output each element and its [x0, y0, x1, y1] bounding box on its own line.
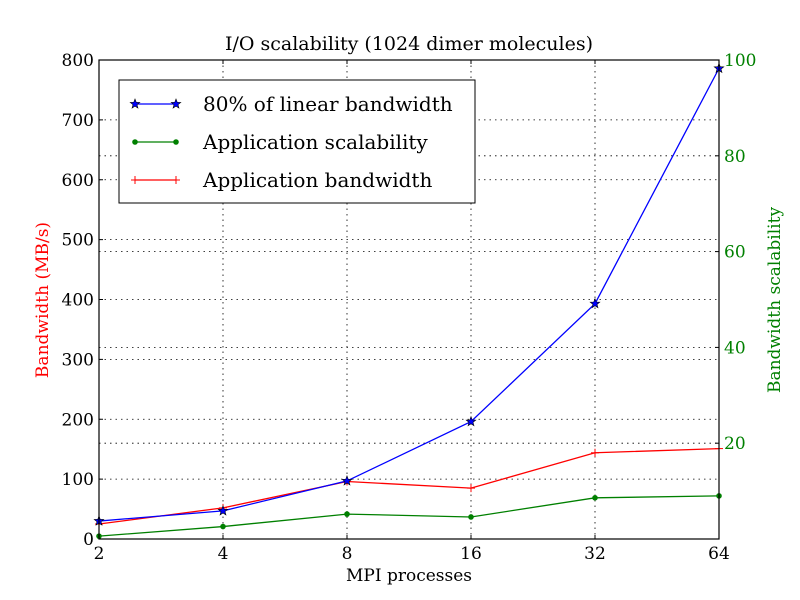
y-tick-label: 400: [62, 291, 94, 311]
series-line: [98, 447, 720, 525]
data-point: [465, 415, 477, 427]
x-tick-label: 32: [584, 544, 606, 564]
legend-marker: [170, 98, 182, 109]
y2-tick-label: 80: [724, 147, 746, 167]
y-tick-label: 600: [62, 171, 94, 191]
chart-title: I/O scalability (1024 dimer molecules): [225, 33, 593, 55]
x-tick-label: 64: [708, 544, 730, 564]
y-tick-label: 100: [62, 470, 94, 490]
y2-tick-label: 40: [724, 338, 746, 358]
data-point: [467, 484, 475, 493]
legend-marker: [131, 176, 139, 184]
y-tick-label: 700: [62, 111, 94, 131]
data-point: [220, 523, 226, 530]
series-group: [93, 62, 725, 539]
legend-item: Application scalability: [132, 130, 428, 154]
y2-axis-label: Bandwidth scalability: [765, 207, 785, 393]
y-tick-label: 300: [62, 350, 94, 370]
legend-item: 80% of linear bandwidth: [129, 92, 453, 116]
legend-label: 80% of linear bandwidth: [203, 92, 453, 116]
x-tick-label: 8: [342, 544, 353, 564]
y2-tick-label: 100: [724, 51, 756, 71]
legend-item: Application bandwidth: [131, 168, 432, 192]
x-tick-label: 2: [94, 544, 105, 564]
y2-tick-label: 60: [724, 243, 746, 263]
data-point: [591, 448, 599, 457]
legend-label: Application scalability: [202, 130, 428, 154]
y-axis-label: Bandwidth (MB/s): [33, 222, 53, 378]
legend-label: Application bandwidth: [202, 168, 432, 192]
legend-marker: [172, 176, 180, 184]
y2-tick-label: 20: [724, 434, 746, 454]
x-tick-label: 4: [218, 544, 229, 564]
data-point: [341, 475, 353, 486]
series-line: [98, 495, 720, 537]
legend-marker: [132, 139, 138, 145]
legend-marker: [173, 139, 179, 145]
data-point: [592, 495, 598, 501]
y-tick-label: 200: [62, 410, 94, 430]
data-point: [217, 505, 229, 516]
data-point: [468, 514, 474, 520]
x-axis-label: MPI processes: [346, 566, 472, 586]
y-tick-label: 0: [83, 530, 94, 550]
ticks: 2 4 8 16 32 64 0 100 200 300 400 500 600 700 800 20 40 60…: [62, 51, 757, 564]
series-line: [98, 68, 720, 522]
y-tick-label: 800: [62, 51, 94, 71]
series-1: [96, 493, 722, 539]
x-tick-label: 16: [460, 544, 482, 564]
data-point: [589, 297, 601, 309]
legend-marker: [129, 98, 141, 109]
legend: 80% of linear bandwidth Application scala…: [118, 79, 476, 204]
data-point: [344, 511, 350, 517]
y-tick-label: 500: [62, 231, 94, 251]
